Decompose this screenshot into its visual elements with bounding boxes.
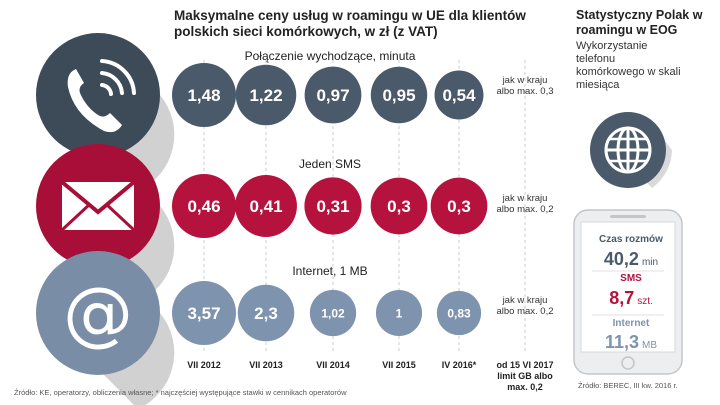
bubble-value: 0,41 xyxy=(249,197,282,216)
bubble: 3,57 xyxy=(172,281,236,345)
year-label: VII 2015 xyxy=(382,360,416,370)
bubble-value: 0,46 xyxy=(187,197,220,216)
bubble: 1,02 xyxy=(309,289,357,337)
series-label: Połączenie wychodzące, minuta xyxy=(244,49,416,63)
stat-value: 11,3 MB xyxy=(586,332,676,353)
bubble: 2,3 xyxy=(237,284,295,342)
series-label: Internet, 1 MB xyxy=(292,264,368,278)
chart-title: Maksymalne ceny usług w roamingu w UE dl… xyxy=(174,8,526,39)
bubble: 1,48 xyxy=(172,63,236,127)
year-label: VII 2014 xyxy=(316,360,350,370)
bubble: 0,97 xyxy=(304,66,362,124)
bubble-value: 0,54 xyxy=(442,86,476,105)
bubble: 0,46 xyxy=(172,174,236,238)
phone-icon xyxy=(36,33,175,191)
final-note: jak w kraju albo max. 0,2 xyxy=(496,193,554,215)
bubble-value: 0,31 xyxy=(316,197,349,216)
bubble: 0,3 xyxy=(370,177,428,235)
bubble: 0,41 xyxy=(235,175,297,237)
bubble: 0,83 xyxy=(436,290,482,336)
svg-text:@: @ xyxy=(63,272,133,354)
bubble-value: 0,3 xyxy=(387,197,411,216)
series-label: Jeden SMS xyxy=(298,157,362,171)
stat-number: 8,7 xyxy=(609,288,635,308)
stat-value: 40,2 min xyxy=(586,249,676,270)
bubble-value: 1,48 xyxy=(187,86,220,105)
stat-label: SMS xyxy=(620,273,642,284)
bubble-value: 0,3 xyxy=(447,197,471,216)
bubble-value: 0,83 xyxy=(447,306,471,320)
stat-number: 40,2 xyxy=(603,249,639,269)
side-title: Statystyczny Polak w roamingu w EOG xyxy=(576,8,703,37)
phone-illustration xyxy=(573,209,683,375)
final-category: od 15 VI 2017 limit GB albo max. 0,2 xyxy=(496,360,554,392)
bubble-value: 0,95 xyxy=(382,86,415,105)
stat-unit: szt. xyxy=(637,296,653,307)
year-label: VII 2013 xyxy=(249,360,283,370)
side-subtitle: Wykorzystanie telefonu komórkowego w ska… xyxy=(576,40,681,91)
bubble: 0,95 xyxy=(370,66,428,124)
bubble: 0,31 xyxy=(304,177,362,235)
year-label: IV 2016* xyxy=(441,360,477,370)
envelope-icon xyxy=(36,144,175,302)
stat-unit: min xyxy=(641,257,659,268)
bubble-value: 1,22 xyxy=(249,86,282,105)
source-right: Źródło: BEREC, III kw. 2016 r. xyxy=(578,381,678,390)
bubble-value: 1 xyxy=(396,306,403,320)
final-note: jak w kraju albo max. 0,3 xyxy=(496,75,554,97)
bubble: 1,22 xyxy=(235,64,297,126)
at-sign-icon: @ xyxy=(36,251,175,405)
stat-unit: MB xyxy=(642,340,658,351)
bubble-value: 1,02 xyxy=(321,306,345,320)
source-left: Źródło: KE, operatorzy, obliczenia własn… xyxy=(14,388,347,397)
globe-icon xyxy=(590,112,672,188)
bubble-value: 3,57 xyxy=(187,304,220,323)
stat-number: 11,3 xyxy=(604,332,640,352)
bubble-value: 0,97 xyxy=(316,86,349,105)
bubble: 0,3 xyxy=(430,177,488,235)
year-label: VII 2012 xyxy=(187,360,221,370)
bubble: 0,54 xyxy=(434,70,484,120)
final-note: jak w kraju albo max. 0,2 xyxy=(496,295,554,317)
stat-label: Internet xyxy=(612,318,650,329)
stat-value: 8,7 szt. xyxy=(586,288,676,309)
bubble: 1 xyxy=(375,289,423,337)
bubble-value: 2,3 xyxy=(254,304,278,323)
stat-label: Czas rozmów xyxy=(599,234,663,245)
